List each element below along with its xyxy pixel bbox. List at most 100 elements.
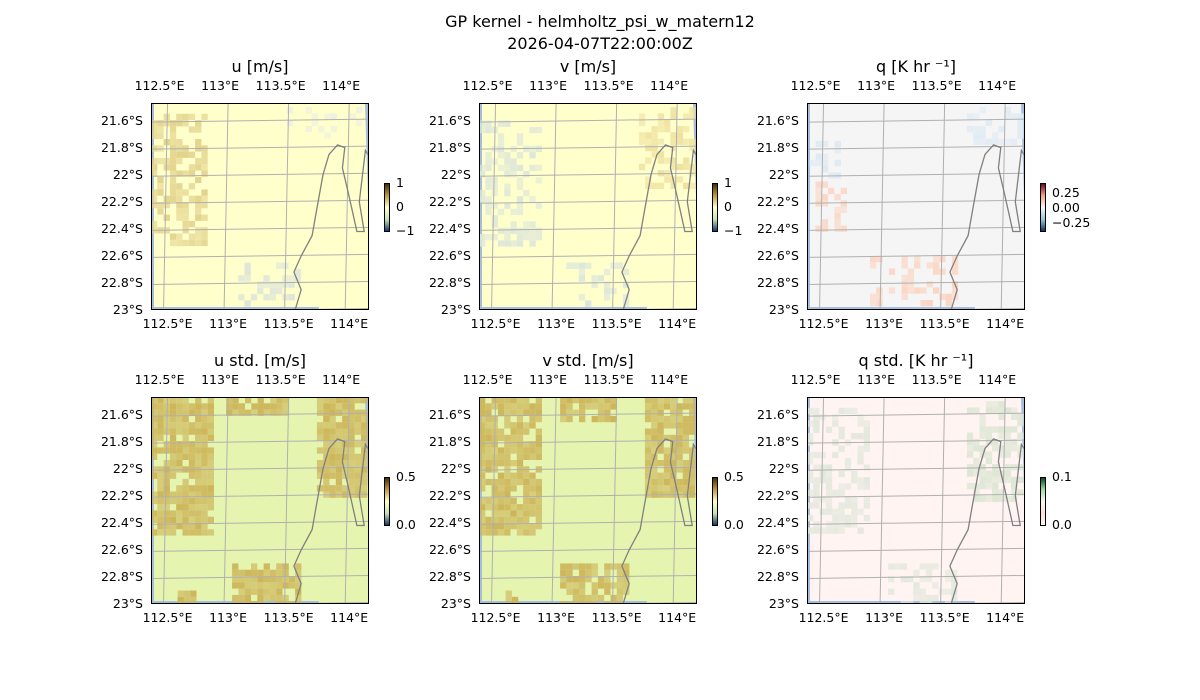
field-cell (604, 403, 611, 410)
field-cell (295, 576, 302, 583)
field-cell (535, 510, 542, 517)
field-cell (188, 409, 196, 416)
field-cell (951, 262, 959, 269)
field-cell (288, 582, 296, 589)
field-cell (329, 409, 336, 416)
field-cell (182, 151, 189, 158)
field-cell (516, 196, 524, 203)
field-cell (497, 240, 505, 247)
field-cell (201, 529, 208, 536)
field-cell (157, 447, 164, 454)
field-cell (182, 422, 189, 429)
parallel-gridline (479, 466, 697, 471)
field-cell (188, 183, 196, 190)
field-cell (316, 422, 324, 429)
field-cell (651, 415, 658, 423)
field-cell (497, 478, 505, 486)
field-cell (888, 588, 895, 595)
field-cell (361, 478, 368, 486)
colorbar-tick-label: 0 (396, 199, 404, 214)
field-cell (844, 458, 852, 465)
field-cell (529, 447, 536, 454)
field-cell (597, 594, 605, 602)
field-cell (195, 434, 202, 442)
field-cell (663, 472, 671, 479)
field-cell (676, 138, 683, 145)
field-cell (966, 451, 974, 458)
colorbar-tick-label: 0.25 (1052, 185, 1080, 200)
field-cell (207, 460, 214, 467)
field-background (479, 103, 697, 310)
field-cell (651, 422, 658, 429)
parallel-gridline (151, 466, 369, 471)
field-cell (244, 582, 251, 589)
field-cell (682, 466, 689, 473)
field-cell (485, 453, 492, 460)
field-cell (169, 422, 177, 429)
field-cell (925, 594, 933, 602)
field-cell (998, 126, 1005, 133)
field-cell (529, 453, 536, 460)
field-cell (870, 262, 877, 269)
field-cell (689, 422, 696, 429)
field-cell (821, 181, 829, 188)
field-cell (979, 413, 986, 420)
field-cell (919, 588, 926, 595)
field-cell (348, 478, 355, 486)
field-cell (657, 409, 664, 416)
field-cell (157, 202, 164, 209)
field-cell (282, 576, 289, 583)
field-cell (257, 601, 264, 604)
field-cell (689, 138, 696, 145)
field-cell (324, 132, 331, 139)
field-cell (257, 576, 264, 583)
field-cell (163, 403, 170, 410)
field-cell (295, 601, 302, 604)
field-cell (491, 221, 498, 228)
field-cell (169, 491, 177, 498)
field-cell (523, 221, 530, 228)
field-cell (657, 403, 664, 410)
field-cell (163, 113, 170, 121)
field-cell (815, 181, 822, 188)
parallel-gridline (479, 520, 697, 525)
field-cell (348, 422, 355, 429)
field-cell (516, 409, 524, 416)
field-cell (651, 138, 658, 145)
field-cell (676, 409, 683, 416)
field-cell (195, 529, 202, 536)
field-cell (651, 151, 658, 158)
field-cell (572, 588, 579, 595)
field-cell (182, 529, 189, 536)
field-cell (529, 227, 536, 234)
field-cell (644, 403, 652, 410)
field-cell (335, 472, 343, 479)
field-cell (335, 478, 343, 486)
field-cell (157, 485, 164, 492)
field-cell (157, 409, 164, 416)
field-cell (479, 523, 486, 530)
field-cell (985, 451, 993, 458)
lat-tick-label: 22.4°S (428, 514, 471, 530)
field-cell (188, 447, 196, 454)
field-cell (591, 281, 598, 288)
field-cell (844, 407, 852, 415)
field-cell (269, 594, 277, 602)
field-cell (944, 576, 952, 583)
field-cell (151, 195, 158, 202)
field-cell (813, 489, 820, 496)
field-cell (651, 441, 658, 448)
parallel-gridline (807, 520, 1025, 525)
field-cell (269, 294, 276, 301)
field-cell (683, 113, 690, 120)
field-cell (973, 132, 980, 139)
field-cell (651, 144, 658, 152)
field-cell (497, 139, 505, 146)
field-cell (1011, 476, 1018, 483)
field-cell (676, 415, 683, 423)
field-cell (485, 120, 492, 127)
field-cell (169, 403, 177, 410)
field-cell (169, 472, 177, 479)
field-cell (516, 227, 524, 234)
field-cell (485, 183, 492, 190)
